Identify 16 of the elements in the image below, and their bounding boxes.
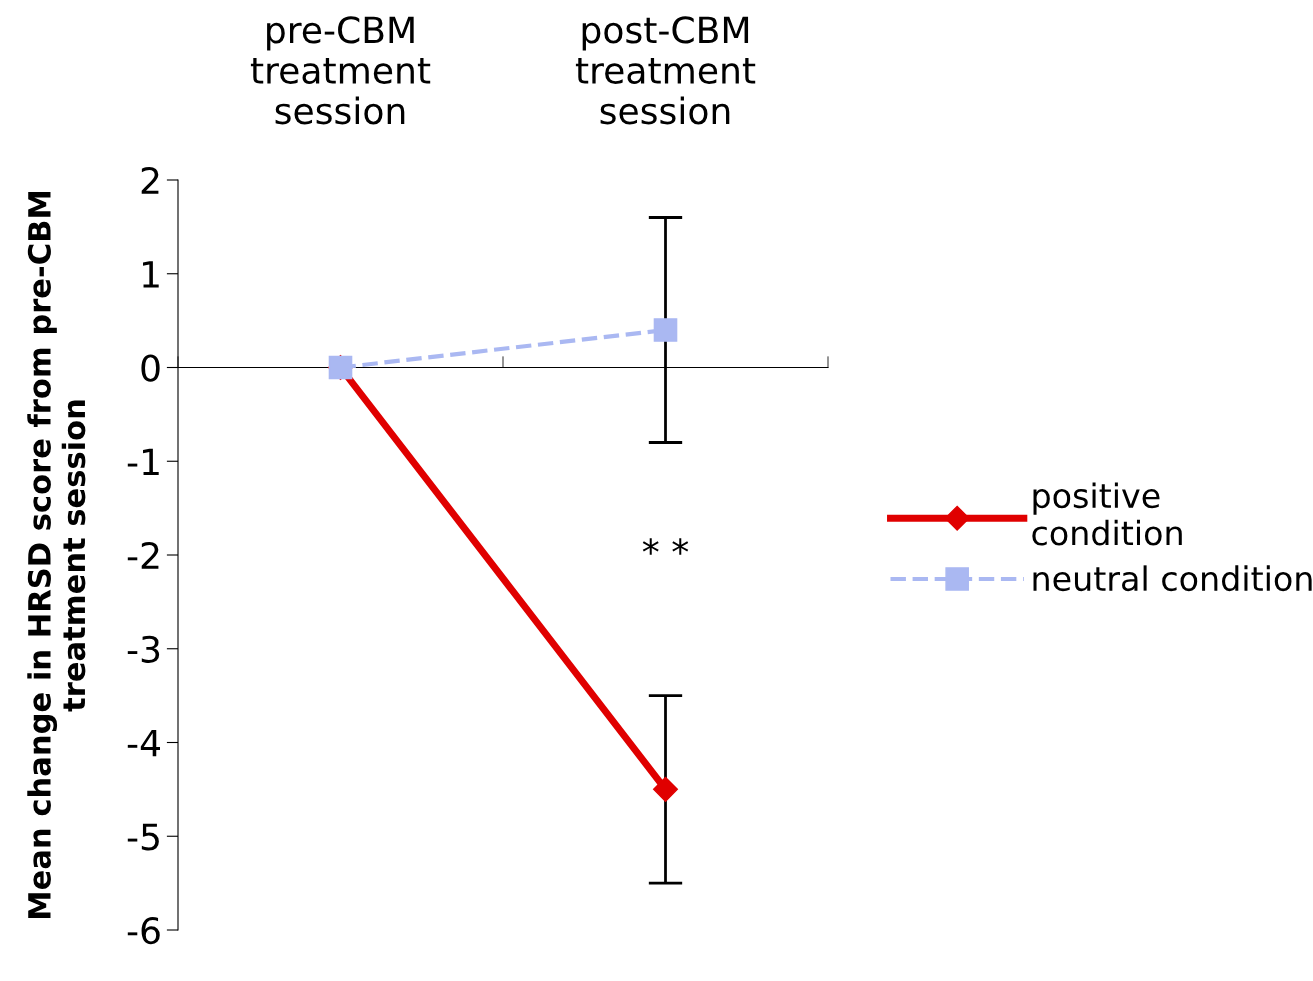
annotation: * * bbox=[642, 538, 689, 555]
y-tick-label: 2 bbox=[141, 166, 159, 194]
y-axis-title: Mean change in HRSD score from pre-CBM treatment session bbox=[27, 192, 86, 918]
y-tick-label: 1 bbox=[143, 261, 159, 288]
y-tick-label: -3 bbox=[127, 635, 160, 663]
legend-label: neutral condition bbox=[1033, 565, 1312, 592]
y-tick-label: -1 bbox=[127, 448, 159, 475]
y-tick-label: -2 bbox=[127, 541, 159, 569]
x-tick-label: pre-CBM treatment session bbox=[250, 16, 431, 125]
y-tick-label: 0 bbox=[141, 354, 160, 382]
point bbox=[653, 776, 678, 802]
point bbox=[653, 318, 678, 342]
y-tick-label: -5 bbox=[127, 823, 159, 851]
x-tick-label: post-CBM treatment session bbox=[575, 16, 756, 125]
y-tick-label: -4 bbox=[127, 729, 160, 757]
y-tick-label: -6 bbox=[127, 916, 160, 945]
